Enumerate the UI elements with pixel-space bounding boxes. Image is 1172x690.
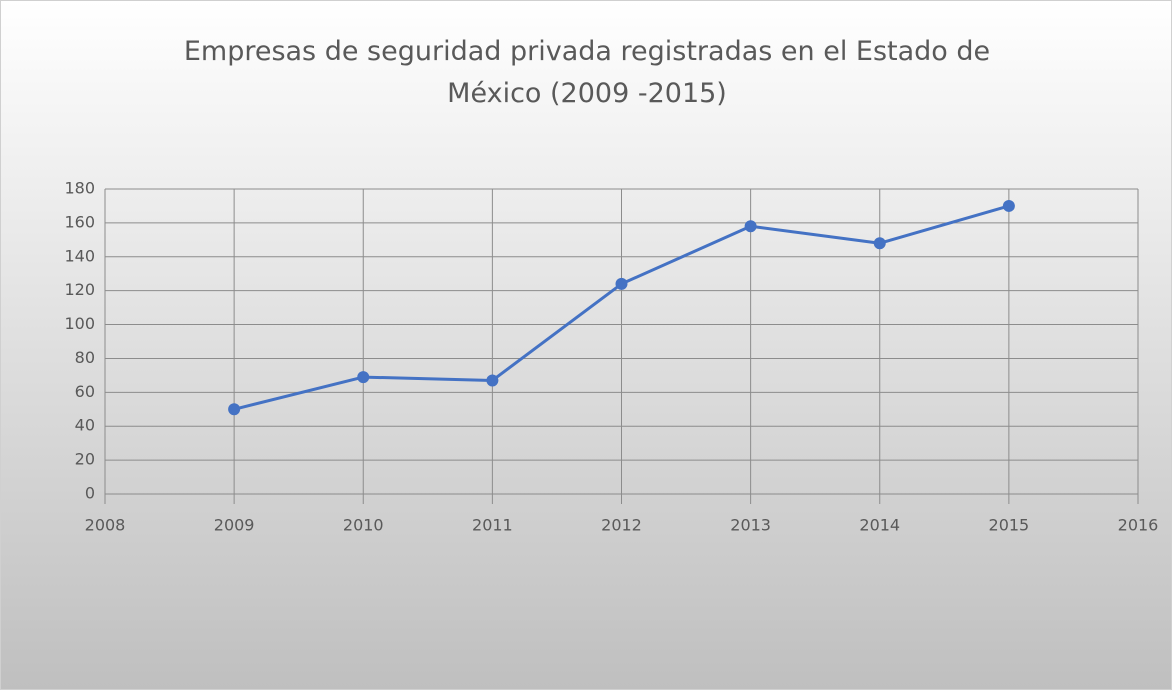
x-tick-label: 2010 (343, 516, 384, 535)
y-tick-label: 80 (75, 348, 95, 367)
x-tick-label: 2008 (85, 516, 126, 535)
chart-title: Empresas de seguridad privada registrada… (183, 36, 991, 109)
x-tick-label: 2009 (214, 516, 255, 535)
x-tick-label: 2013 (730, 516, 771, 535)
y-tick-label: 120 (64, 280, 95, 299)
y-tick-label: 160 (64, 212, 95, 231)
y-tick-label: 100 (64, 314, 95, 333)
data-point (228, 403, 241, 416)
x-tick-label: 2016 (1118, 516, 1159, 535)
y-tick-label: 0 (85, 484, 95, 503)
data-point (615, 277, 628, 290)
data-point (873, 237, 886, 250)
y-tick-label: 20 (75, 450, 95, 469)
y-tick-label: 180 (64, 179, 95, 198)
data-point (486, 374, 499, 387)
y-tick-label: 140 (64, 246, 95, 265)
x-tick-label: 2012 (601, 516, 642, 535)
data-point (357, 371, 370, 384)
y-tick-label: 60 (75, 382, 95, 401)
y-tick-label: 40 (75, 416, 95, 435)
x-tick-label: 2015 (989, 516, 1030, 535)
data-point (1002, 199, 1015, 212)
x-tick-label: 2014 (859, 516, 900, 535)
data-point (744, 220, 757, 233)
x-tick-label: 2011 (472, 516, 513, 535)
